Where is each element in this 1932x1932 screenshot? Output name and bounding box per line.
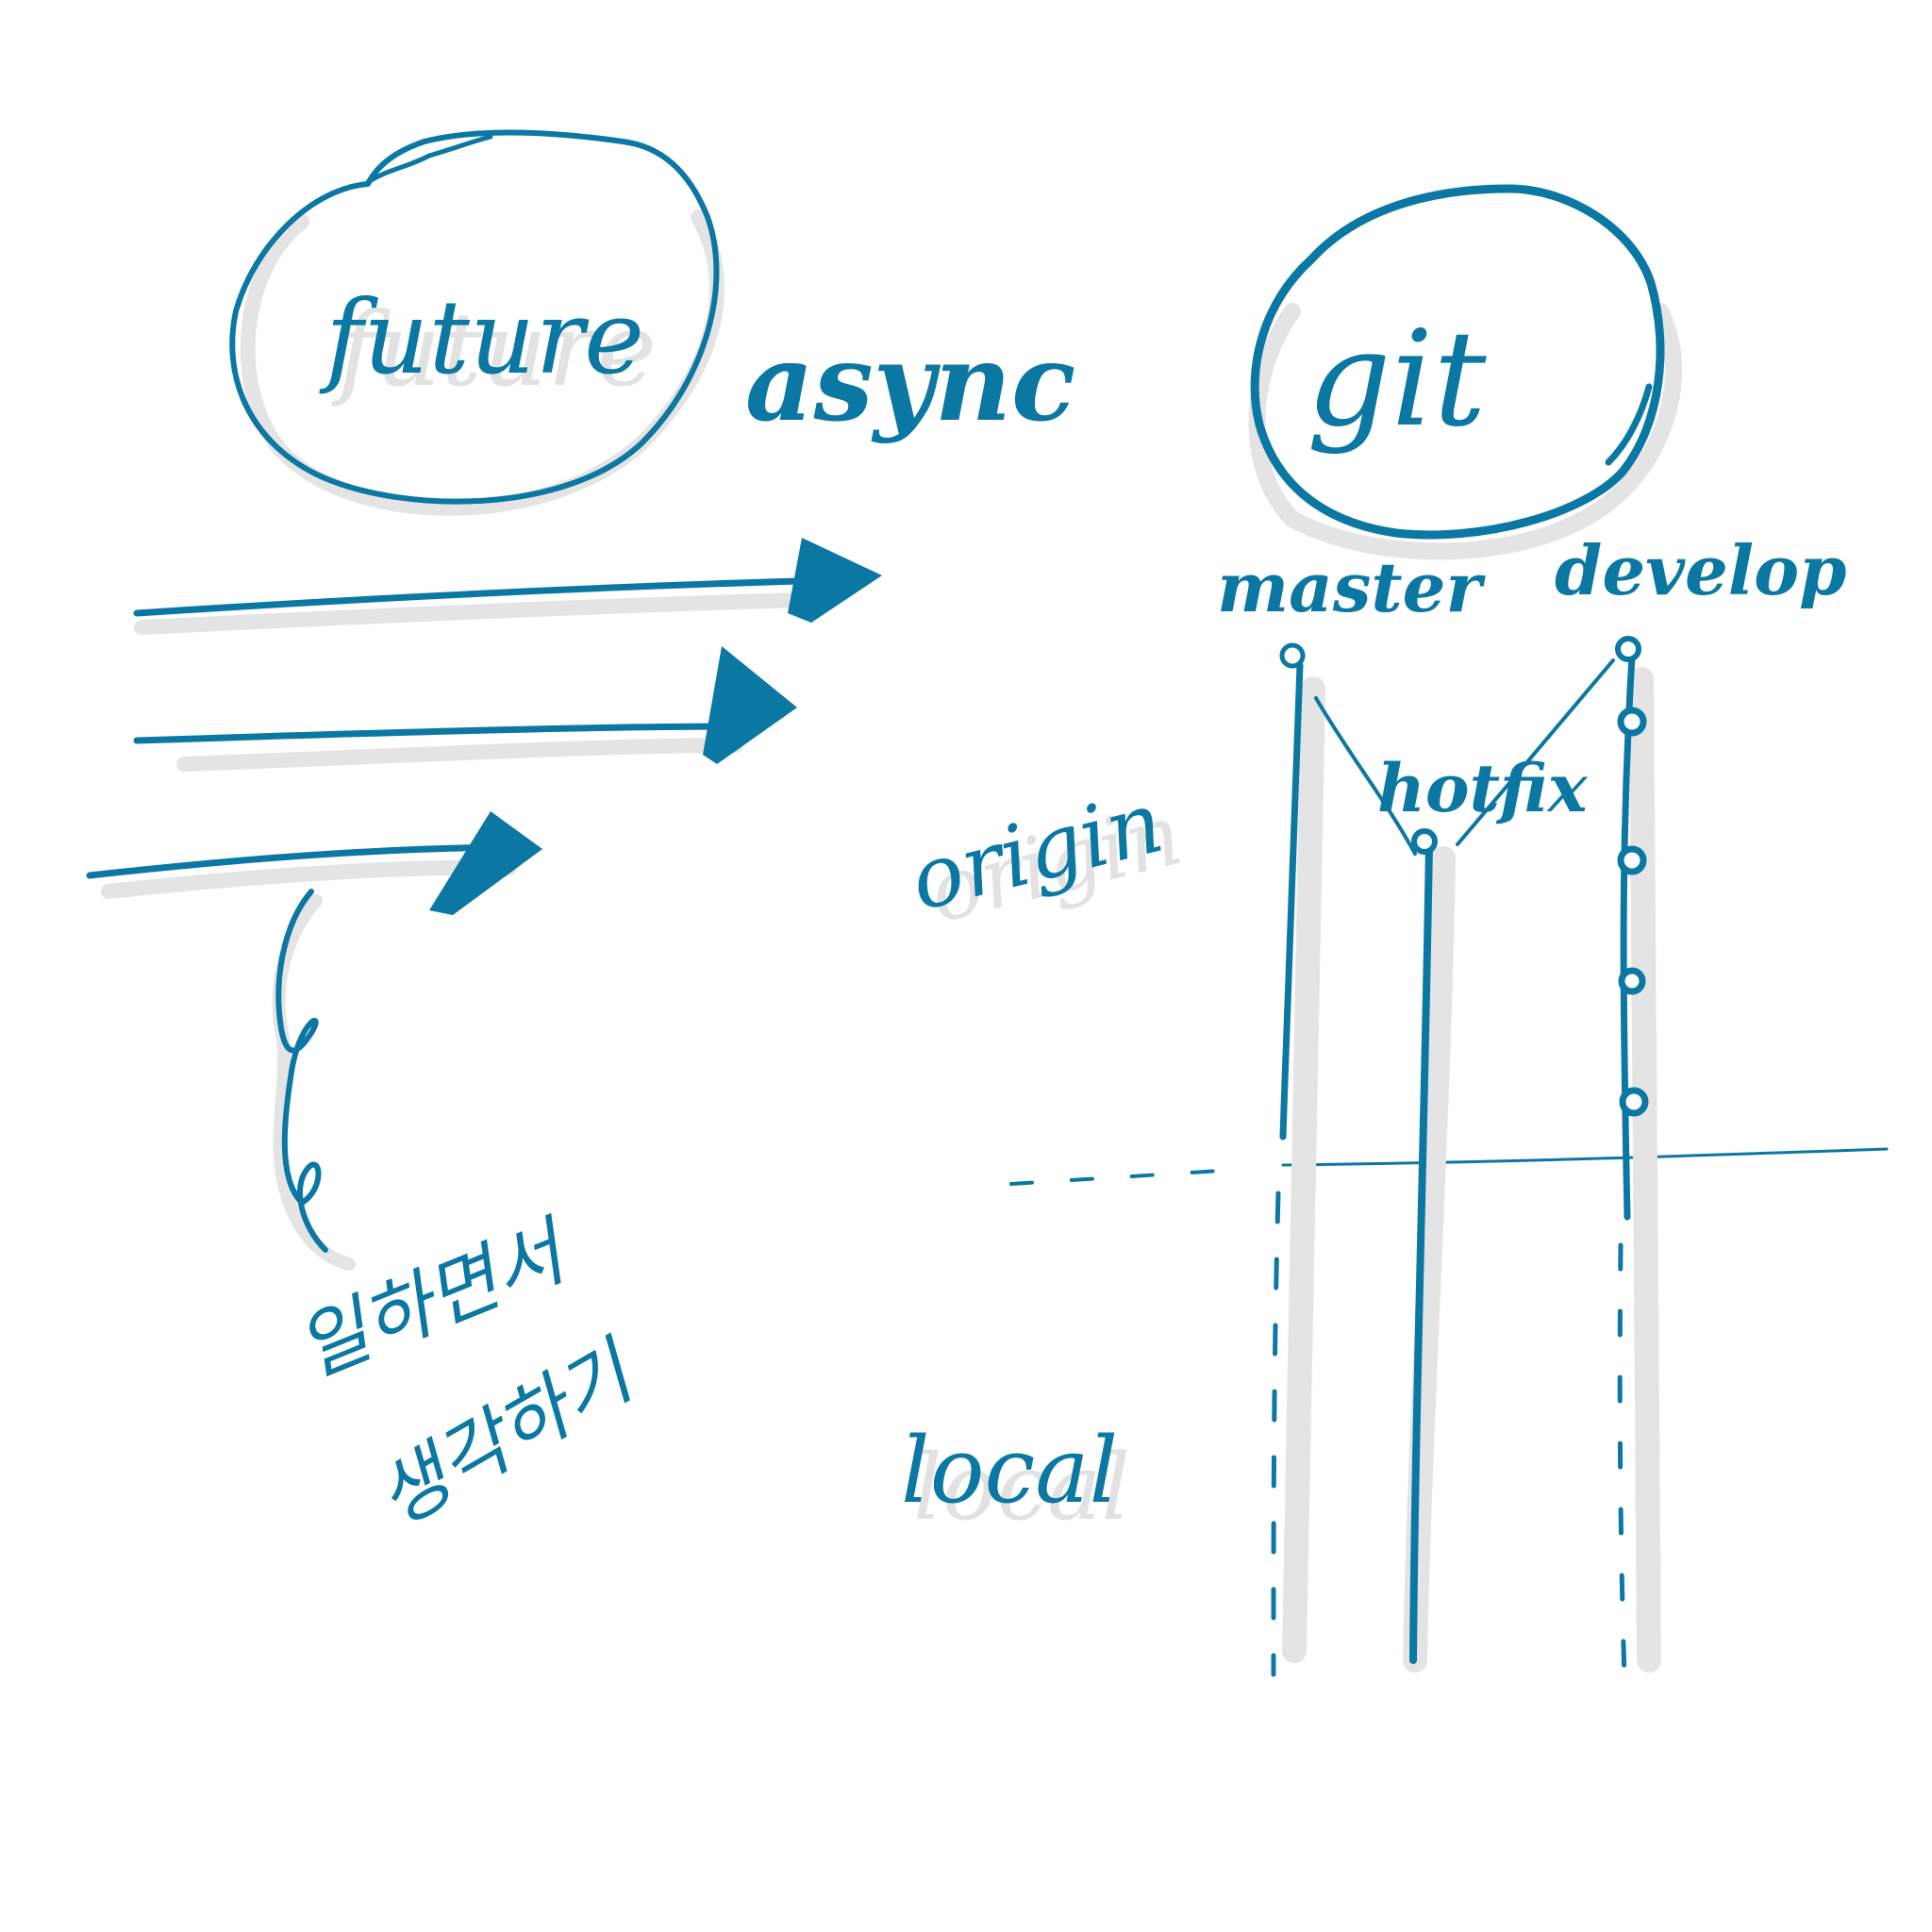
develop-branch-origin	[1620, 652, 1636, 1221]
develop-branch-local	[1617, 1242, 1627, 1682]
master-label: master	[1217, 547, 1486, 627]
master-commit-node	[1279, 642, 1306, 669]
commit-nodes	[1279, 636, 1649, 1117]
master-branch-origin	[1279, 661, 1304, 1141]
master-branch-shadow	[1282, 676, 1325, 1663]
develop-commit-node-5	[1619, 1087, 1649, 1117]
future-label: future	[319, 279, 644, 397]
develop-commit-node-4	[1618, 967, 1646, 995]
develop-branch-shadow	[1629, 667, 1661, 1673]
develop-commit-node-1	[1615, 636, 1641, 662]
master-branch-local	[1271, 1191, 1281, 1677]
hotfix-from-master	[1314, 696, 1417, 856]
local-label-shadow: local	[913, 1435, 1130, 1541]
loop-squiggle	[272, 889, 356, 1271]
separator-dashed	[1009, 1168, 1238, 1186]
arrow-2-head	[703, 646, 797, 764]
future-label-shadow: future	[331, 291, 657, 409]
arrow-3-head	[429, 811, 542, 915]
arrow-2-shadow	[176, 738, 743, 772]
local-label: local	[901, 1418, 1118, 1524]
async-arrows	[86, 538, 882, 915]
loop-squiggle-line	[275, 889, 328, 1253]
develop-commit-node-3	[1617, 845, 1647, 875]
separator-solid	[1281, 1147, 1889, 1167]
hotfix-to-develop	[1456, 658, 1615, 846]
arrow-1-head	[788, 538, 882, 623]
hotfix-commit-node	[1411, 828, 1438, 855]
git-circle	[1250, 184, 1665, 540]
arrow-1-shadow	[134, 591, 838, 635]
develop-commit-node-2	[1617, 707, 1647, 737]
develop-label: develop	[1555, 530, 1847, 610]
arrow-2-line	[133, 723, 749, 744]
future-circle-shadow	[240, 209, 724, 516]
future-circle	[229, 129, 720, 505]
future-circle-tail	[365, 134, 493, 185]
hotfix-branch	[1409, 841, 1433, 1664]
origin-local-separator	[1009, 1147, 1889, 1186]
git-label: git	[1307, 303, 1487, 457]
async-label: async	[745, 322, 1075, 445]
git-group: git	[1248, 184, 1683, 560]
future-group: future future	[229, 129, 724, 516]
git-circle-tail	[1605, 383, 1653, 466]
arrow-1-line	[133, 576, 834, 617]
